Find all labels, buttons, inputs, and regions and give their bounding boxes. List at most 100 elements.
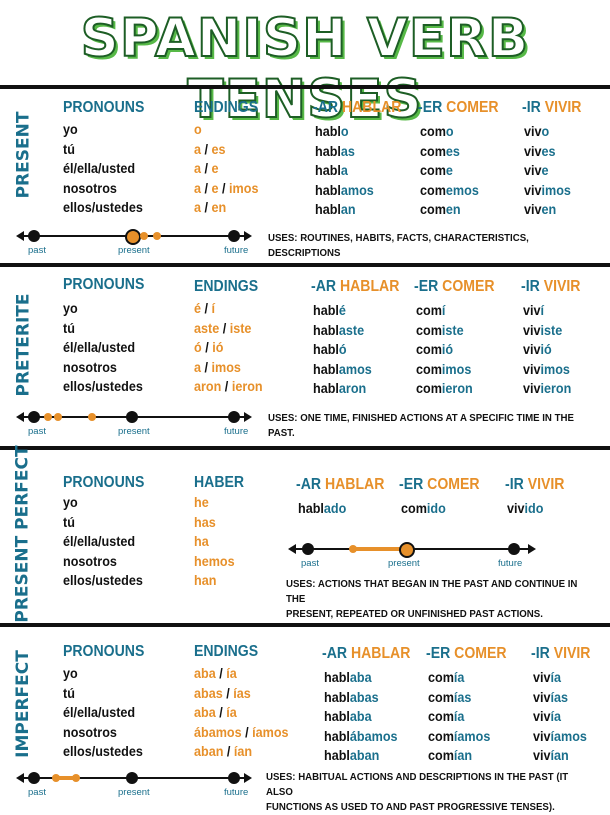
er-conjugations: como comes come comemos comen [420,122,479,220]
section-imperfect: IMPERFECT PRONOUNS yo tú él/ella/usted noso… [0,629,610,813]
conjugation: comía [428,708,465,724]
timeline-imperfect: past present future [16,772,252,802]
ar-conjugations: hablaba hablabas hablaba hablábamos hablaban [324,668,398,766]
conjugation: comías [428,688,472,705]
ending-row: ó / ió [194,339,224,355]
list-item: él/ella/usted [63,160,136,176]
timeline-preterite: past present future [16,411,252,441]
timeline-label-past: past [28,787,46,798]
list-item: ellos/ustedes [63,572,143,588]
side-label-imperfect: IMPERFECT [13,650,34,758]
list-item: tú [63,319,75,336]
side-label-present: PRESENT [13,111,33,199]
conjugation: como [420,123,454,139]
uses-text: USES: HABITUAL ACTIONS AND DESCRIPTIONS … [266,771,569,813]
section-preterite: PRETERITE PRONOUNS yo tú él/ella/usted noso… [0,270,610,442]
timeline-dot [228,230,240,242]
timeline-label-present: present [388,558,420,569]
ending-row: é / í [194,300,216,316]
conjugation: habló [313,341,347,357]
divider [0,263,610,267]
conjugation: comí [416,302,446,318]
divider [0,85,610,89]
list-item: nosotros [63,358,117,375]
conjugation: hablo [315,123,349,139]
list-item: ellos/ustedes [63,378,143,394]
conjugation: viviste [523,321,563,338]
conjugation: hablan [315,201,356,217]
conjugation: hablamos [313,360,372,377]
conjugation: vivido [507,500,544,516]
list-item: tú [63,684,75,701]
timeline-span [56,776,76,780]
ir-conjugations: vivo vives vive vivimos viven [524,122,571,220]
list-item: ellos/ustedes [63,199,143,215]
pronouns-header: PRONOUNS [63,643,145,660]
conjugation: comía [428,669,465,685]
conjugation: comido [401,500,446,516]
endings-header: ENDINGS [194,643,259,660]
conjugation: vivía [533,708,562,724]
list-item: hemos [194,552,235,569]
conjugation: vives [524,142,556,159]
ar-conjugations: hablo hablas habla hablamos hablan [315,122,374,220]
endings-list: o a / es a / e a / e / imos a / en [194,120,258,218]
list-item: él/ella/usted [63,339,136,355]
conjugation: hablaron [313,380,367,396]
conjugation: comieron [416,380,473,396]
conjugation: vivimos [523,360,570,377]
timeline-label-past: past [28,426,46,437]
er-participle: comido [401,499,446,519]
list-item: él/ella/usted [63,704,136,720]
er-conjugations: comía comías comía comíamos comían [428,668,490,766]
ending-row: a / e / imos [194,179,259,196]
ending-row: aban / ían [194,743,253,759]
conjugation: hablabas [324,688,379,705]
conjugation: comemos [420,181,479,198]
conjugation: hablado [298,500,347,516]
timeline-present-dot [125,229,141,245]
conjugation: vivías [533,688,569,705]
list-item: tú [63,513,75,530]
uses-text: USES: ROUTINES, HABITS, FACTS, CHARACTER… [268,232,529,259]
timeline-dot [228,411,240,423]
ending-row: aron / ieron [194,378,263,394]
list-item: ellos/ustedes [63,743,143,759]
list-item: nosotros [63,179,117,196]
ar-header: -AR HABLAR [322,645,411,662]
timeline-label-present: present [118,245,150,256]
timeline-label-future: future [224,245,249,256]
timeline-dot [302,543,314,555]
timeline-dot [140,232,148,240]
pronouns-header: PRONOUNS [63,474,145,491]
pronouns-list: yo tú él/ella/usted nosotros ellos/ustedes [63,664,143,762]
ending-row: a / en [194,199,227,215]
timeline-present-perfect: past present future [288,542,536,573]
timeline-label-past: past [28,245,46,256]
divider [0,446,610,450]
conjugation: comen [420,201,461,217]
ending-row: a / e [194,160,219,176]
side-label-present-perfect: PRESENT PERFECT [13,445,34,623]
conjugation: vivió [523,341,552,357]
ending-row: aste / iste [194,319,252,336]
conjugation: vivimos [524,181,571,198]
list-item: he [194,494,209,510]
conjugation: habla [315,162,348,178]
conjugation: comes [420,142,460,159]
timeline-span [353,547,401,551]
er-header: -ER COMER [418,99,499,116]
timeline-dot [28,230,40,242]
side-label-preterite: PRETERITE [13,293,33,397]
list-item: yo [63,300,78,316]
ending-row: a / es [194,140,226,157]
section-present: PRESENT PRONOUNS yo tú él/ella/usted nosotr… [0,90,610,260]
ar-header: -AR HABLAR [311,278,400,295]
timeline-label-present: present [118,426,150,437]
list-item: tú [63,140,75,157]
pronouns-header: PRONOUNS [63,276,145,293]
timeline-present-dot [399,542,415,558]
er-header: -ER COMER [414,278,495,295]
timeline-label-past: past [301,558,319,569]
haber-list: he has ha hemos han [194,493,235,591]
